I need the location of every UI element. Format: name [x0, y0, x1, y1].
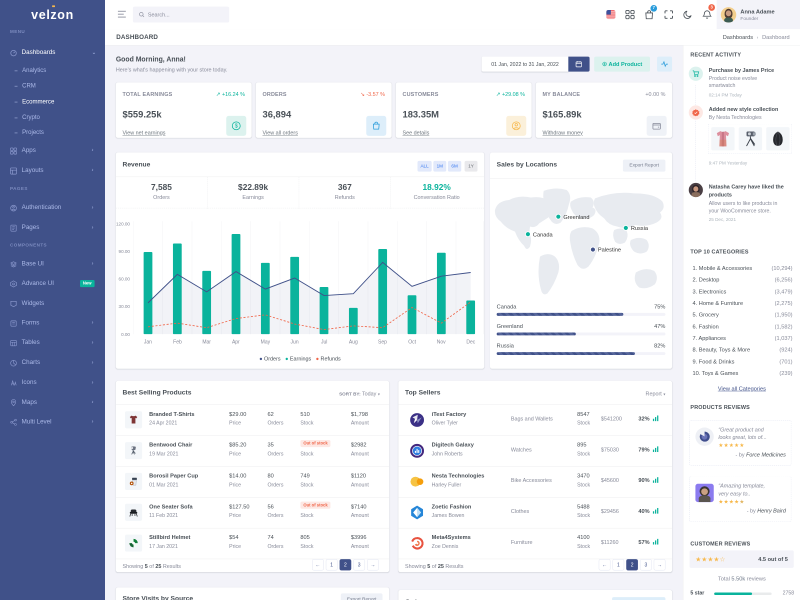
- svg-text:Jan: Jan: [144, 339, 152, 345]
- svg-text:Feb: Feb: [173, 339, 182, 345]
- svg-text:0.00: 0.00: [121, 332, 130, 337]
- svg-text:Jun: Jun: [291, 339, 299, 345]
- svg-text:Sep: Sep: [378, 339, 387, 345]
- svg-text:Aug: Aug: [349, 339, 358, 345]
- svg-text:May: May: [261, 339, 271, 345]
- svg-text:$: $: [235, 124, 238, 130]
- svg-text:Dec: Dec: [466, 339, 475, 345]
- svg-text:120.00: 120.00: [116, 221, 130, 226]
- svg-text:Greenland: Greenland: [563, 215, 589, 221]
- svg-text:Oct: Oct: [408, 339, 416, 345]
- svg-text:Russia: Russia: [631, 226, 649, 232]
- svg-text:30.00: 30.00: [119, 304, 131, 309]
- svg-text:Apr: Apr: [232, 339, 240, 345]
- svg-text:Canada: Canada: [533, 232, 554, 238]
- svg-text:60.00: 60.00: [119, 277, 131, 282]
- svg-text:Mar: Mar: [202, 339, 211, 345]
- svg-text:Jul: Jul: [321, 339, 327, 345]
- svg-text:Palestine: Palestine: [598, 248, 621, 254]
- svg-text:90.00: 90.00: [119, 249, 131, 254]
- svg-text:Nov: Nov: [437, 339, 446, 345]
